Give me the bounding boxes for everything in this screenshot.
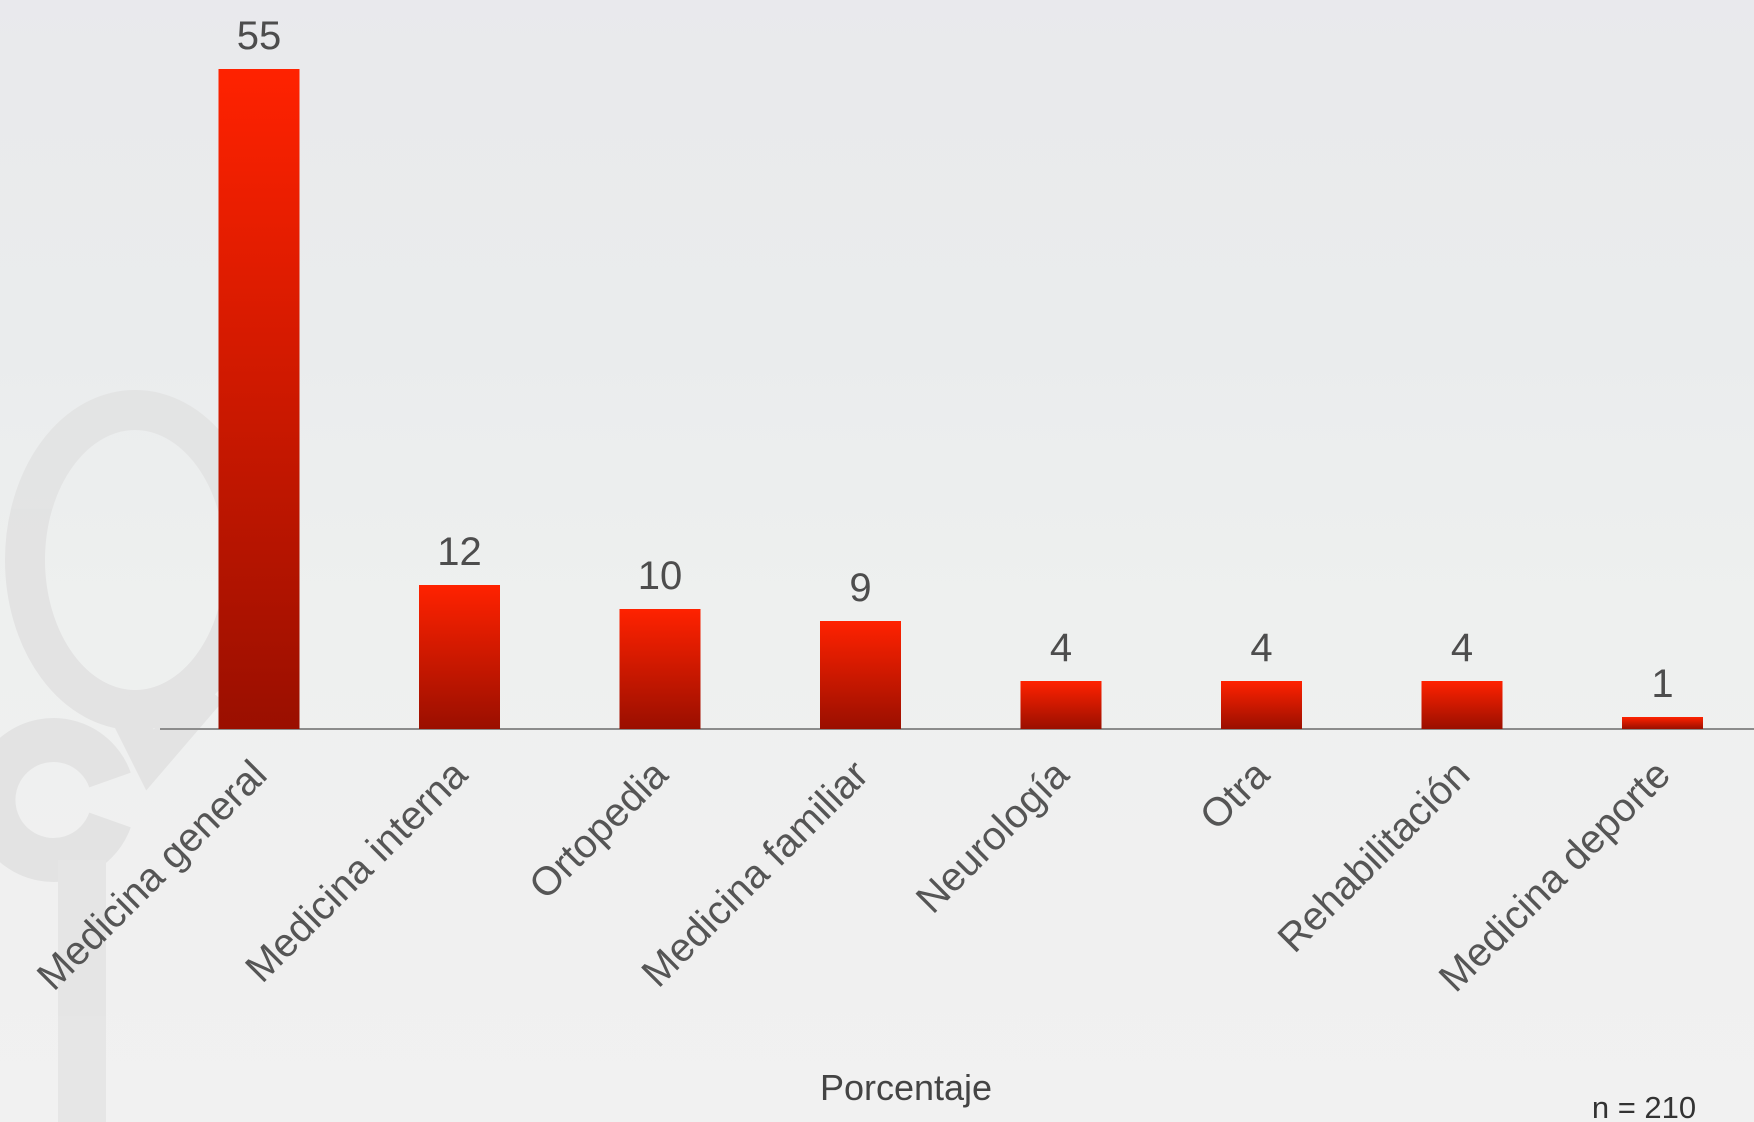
bar-7	[1622, 717, 1703, 729]
x-tick-label: Ortopedia	[521, 752, 677, 908]
bar-value-label: 12	[437, 530, 482, 574]
bar-value-label: 1	[1651, 662, 1673, 706]
watermark-logo	[0, 390, 265, 1122]
x-axis-title: Porcentaje	[820, 1067, 992, 1108]
bar-value-label: 4	[1250, 626, 1272, 670]
bar-value-label: 10	[638, 554, 683, 598]
bar-2	[619, 609, 701, 729]
bar-value-label: 4	[1050, 626, 1072, 670]
bar-1	[419, 585, 500, 729]
bar-value-label: 9	[849, 566, 871, 610]
bar-5	[1221, 681, 1302, 729]
bar-value-label: 55	[237, 14, 282, 58]
bar-0	[218, 69, 300, 729]
x-tick-label: Rehabilitación	[1270, 752, 1479, 961]
bar-6	[1421, 681, 1503, 729]
x-tick-label: Medicina interna	[237, 752, 476, 991]
x-tick-label: Otra	[1192, 752, 1279, 839]
bar-4	[1020, 681, 1102, 729]
x-tick-label: Neurología	[908, 752, 1078, 922]
sample-size-note: n = 210	[1592, 1090, 1696, 1122]
bar-3	[820, 621, 901, 729]
bar-value-label: 4	[1451, 626, 1473, 670]
